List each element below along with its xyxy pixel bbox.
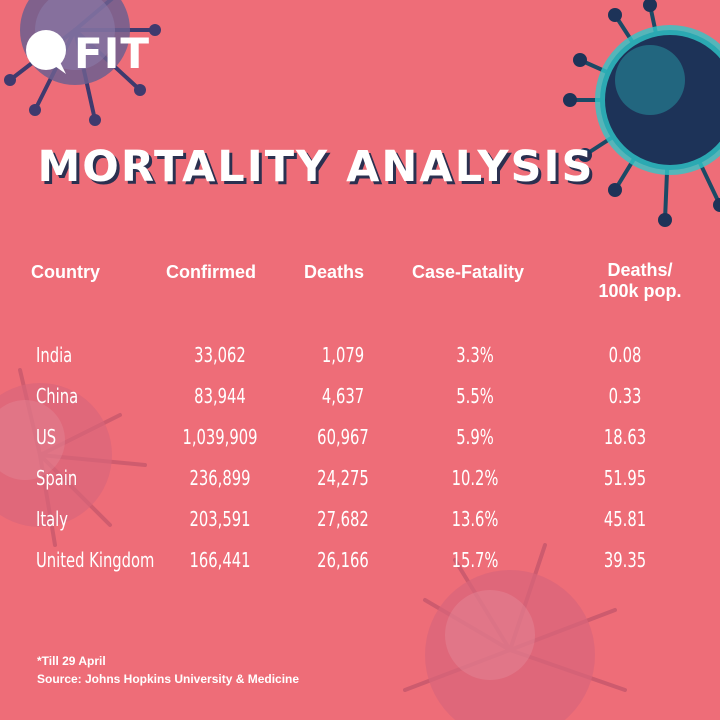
cell-case-fatality: 5.5% (456, 384, 494, 408)
cell-country: China (36, 384, 79, 408)
column-header-case-fatality: Case-Fatality (412, 262, 525, 282)
column-header-confirmed: Confirmed (166, 262, 256, 282)
quote-bubble-icon (26, 30, 66, 74)
cell-deaths: 1,079 (321, 343, 365, 367)
virus-illustration-left (0, 368, 147, 547)
virus-illustration-bottom (403, 543, 627, 720)
cell-confirmed: 33,062 (194, 343, 246, 367)
cell-confirmed: 83,944 (194, 384, 246, 408)
cell-deaths-per-100k: 45.81 (603, 507, 647, 531)
cell-confirmed: 236,899 (189, 466, 251, 490)
column-header-deaths: Deaths (304, 262, 365, 282)
column-header-deaths-per-100k: Deaths/ 100k pop. (598, 260, 682, 301)
cell-deaths-per-100k: 51.95 (603, 466, 647, 490)
fit-logo: FIT (22, 28, 152, 98)
cell-deaths: 26,166 (317, 548, 369, 572)
cell-deaths-per-100k: 0.33 (608, 384, 642, 408)
source-footnote: Source: Johns Hopkins University & Medic… (37, 672, 300, 686)
cell-deaths: 27,682 (317, 507, 369, 531)
cell-country: Italy (36, 507, 69, 531)
cell-confirmed: 1,039,909 (182, 425, 258, 449)
virus-illustration-top-right (563, 0, 720, 227)
cell-country: Spain (36, 466, 78, 490)
column-header-country: Country (31, 262, 100, 282)
cell-confirmed: 166,441 (189, 548, 251, 572)
cell-case-fatality: 3.3% (456, 343, 494, 367)
cell-confirmed: 203,591 (189, 507, 251, 531)
cell-case-fatality: 5.9% (456, 425, 494, 449)
cell-deaths-per-100k: 0.08 (608, 343, 642, 367)
cell-deaths-per-100k: 39.35 (603, 548, 647, 572)
cell-deaths-per-100k: 18.63 (603, 425, 647, 449)
cell-case-fatality: 10.2% (451, 466, 499, 490)
cell-country: US (36, 425, 57, 449)
cell-deaths: 60,967 (317, 425, 369, 449)
cell-deaths: 24,275 (317, 466, 369, 490)
logo-text: FIT (74, 29, 150, 78)
cell-country: India (36, 343, 73, 367)
cell-case-fatality: 13.6% (451, 507, 499, 531)
cell-country: United Kingdom (36, 548, 155, 572)
cell-deaths: 4,637 (321, 384, 365, 408)
date-footnote: *Till 29 April (37, 654, 106, 668)
page-title: MORTALITY ANALYSIS (37, 142, 595, 192)
cell-case-fatality: 15.7% (451, 548, 499, 572)
